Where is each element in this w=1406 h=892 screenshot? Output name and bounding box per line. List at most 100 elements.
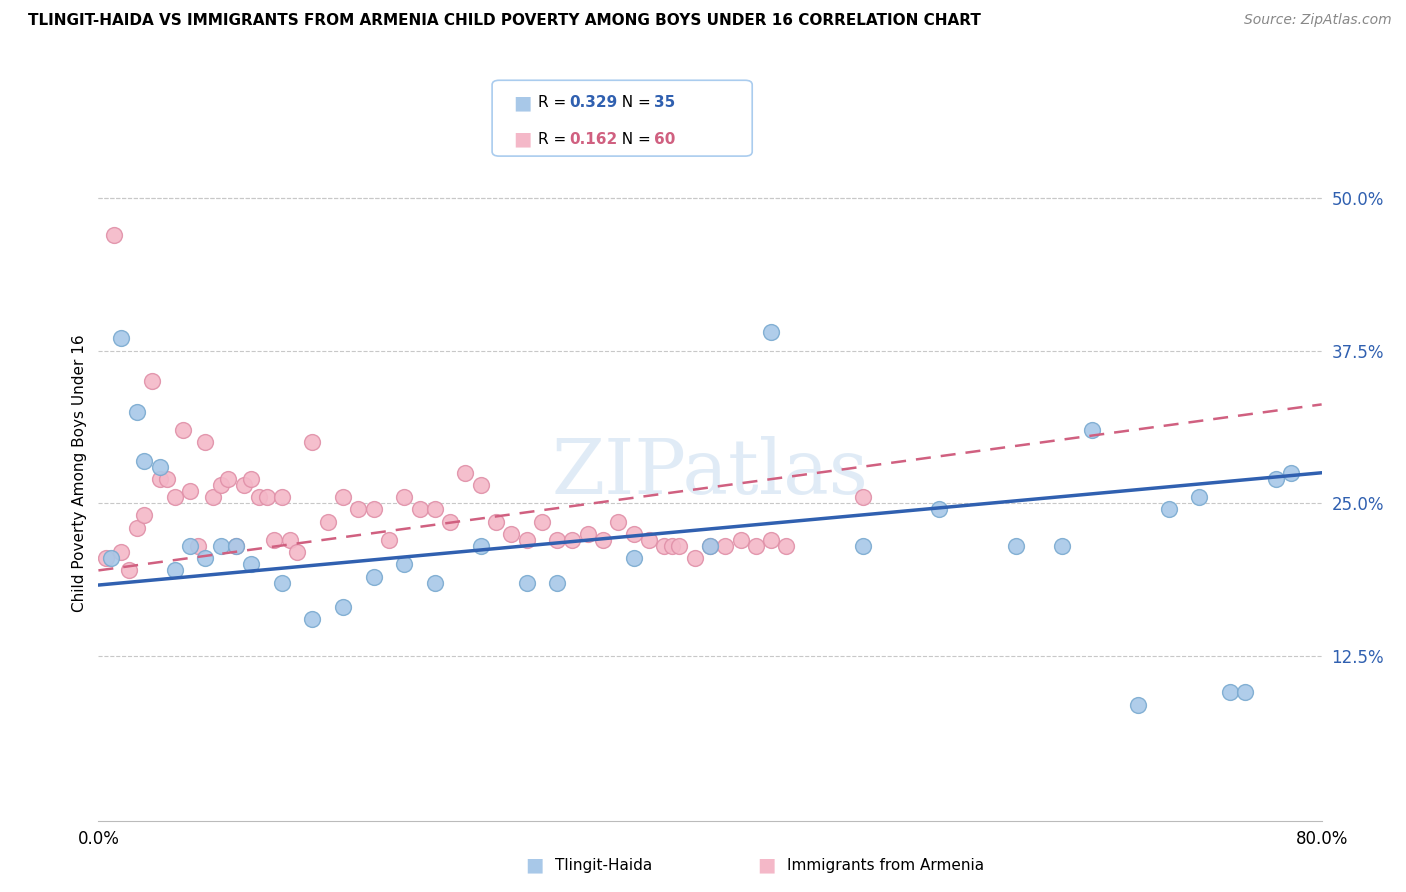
Point	[194, 551, 217, 566]
Text: TLINGIT-HAIDA VS IMMIGRANTS FROM ARMENIA CHILD POVERTY AMONG BOYS UNDER 16 CORRE: TLINGIT-HAIDA VS IMMIGRANTS FROM ARMENIA…	[28, 13, 981, 29]
Point	[172, 423, 194, 437]
Point	[408, 502, 430, 516]
Text: N =: N =	[612, 95, 655, 110]
Point	[652, 539, 675, 553]
Point	[775, 539, 797, 553]
Text: R =: R =	[538, 132, 572, 146]
Point	[110, 545, 132, 559]
Point	[1264, 472, 1286, 486]
Point	[623, 551, 645, 566]
Point	[1219, 685, 1241, 699]
Point	[179, 539, 201, 553]
Point	[278, 533, 301, 547]
Point	[316, 515, 339, 529]
Point	[332, 600, 354, 615]
Point	[118, 563, 141, 577]
Point	[187, 539, 209, 553]
Text: ■: ■	[756, 855, 776, 875]
Point	[332, 490, 354, 504]
Point	[546, 575, 568, 590]
Point	[454, 466, 477, 480]
Point	[149, 459, 172, 474]
Text: ZIPatlas: ZIPatlas	[551, 436, 869, 509]
Text: Source: ZipAtlas.com: Source: ZipAtlas.com	[1244, 13, 1392, 28]
Point	[745, 539, 768, 553]
Point	[149, 472, 172, 486]
Point	[470, 478, 492, 492]
Text: ■: ■	[513, 129, 531, 149]
Point	[392, 490, 416, 504]
Point	[1128, 698, 1150, 712]
Point	[730, 533, 752, 547]
Point	[270, 490, 292, 504]
Point	[668, 539, 690, 553]
Point	[759, 326, 782, 340]
Point	[125, 405, 148, 419]
Point	[1050, 539, 1073, 553]
Text: 60: 60	[654, 132, 675, 146]
Text: ■: ■	[524, 855, 544, 875]
Point	[392, 558, 416, 572]
Point	[141, 374, 163, 388]
Point	[363, 502, 385, 516]
Point	[378, 533, 401, 547]
Point	[1188, 490, 1211, 504]
Point	[852, 490, 875, 504]
Point	[516, 533, 538, 547]
Point	[179, 484, 201, 499]
Point	[247, 490, 270, 504]
Point	[576, 526, 599, 541]
Point	[232, 478, 254, 492]
Point	[94, 551, 117, 566]
Point	[1234, 685, 1257, 699]
Point	[699, 539, 721, 553]
Text: N =: N =	[612, 132, 655, 146]
Point	[163, 563, 186, 577]
Point	[516, 575, 538, 590]
Point	[363, 569, 385, 583]
Y-axis label: Child Poverty Among Boys Under 16: Child Poverty Among Boys Under 16	[72, 334, 87, 612]
Point	[470, 539, 492, 553]
Point	[1004, 539, 1026, 553]
Point	[163, 490, 186, 504]
Point	[928, 502, 950, 516]
Point	[1279, 466, 1302, 480]
Point	[501, 526, 523, 541]
Point	[156, 472, 179, 486]
Point	[1157, 502, 1180, 516]
Point	[1081, 423, 1104, 437]
Point	[270, 575, 292, 590]
Point	[256, 490, 278, 504]
Point	[240, 558, 263, 572]
Point	[134, 453, 156, 467]
Point	[759, 533, 782, 547]
Point	[209, 478, 232, 492]
Point	[347, 502, 370, 516]
Point	[110, 331, 132, 345]
Point	[530, 515, 553, 529]
Text: ■: ■	[513, 93, 531, 112]
Text: Immigrants from Armenia: Immigrants from Armenia	[787, 858, 984, 872]
Point	[301, 612, 323, 626]
Point	[852, 539, 875, 553]
Point	[225, 539, 247, 553]
Point	[202, 490, 225, 504]
Point	[623, 526, 645, 541]
Point	[423, 575, 446, 590]
Point	[263, 533, 285, 547]
Point	[439, 515, 461, 529]
Point	[301, 435, 323, 450]
Text: R =: R =	[538, 95, 572, 110]
Point	[561, 533, 583, 547]
Point	[225, 539, 247, 553]
Point	[637, 533, 661, 547]
Point	[194, 435, 217, 450]
Text: 35: 35	[654, 95, 675, 110]
Point	[103, 227, 125, 242]
Point	[592, 533, 614, 547]
Point	[209, 539, 232, 553]
Point	[699, 539, 721, 553]
Point	[125, 521, 148, 535]
Text: Tlingit-Haida: Tlingit-Haida	[555, 858, 652, 872]
Point	[661, 539, 683, 553]
